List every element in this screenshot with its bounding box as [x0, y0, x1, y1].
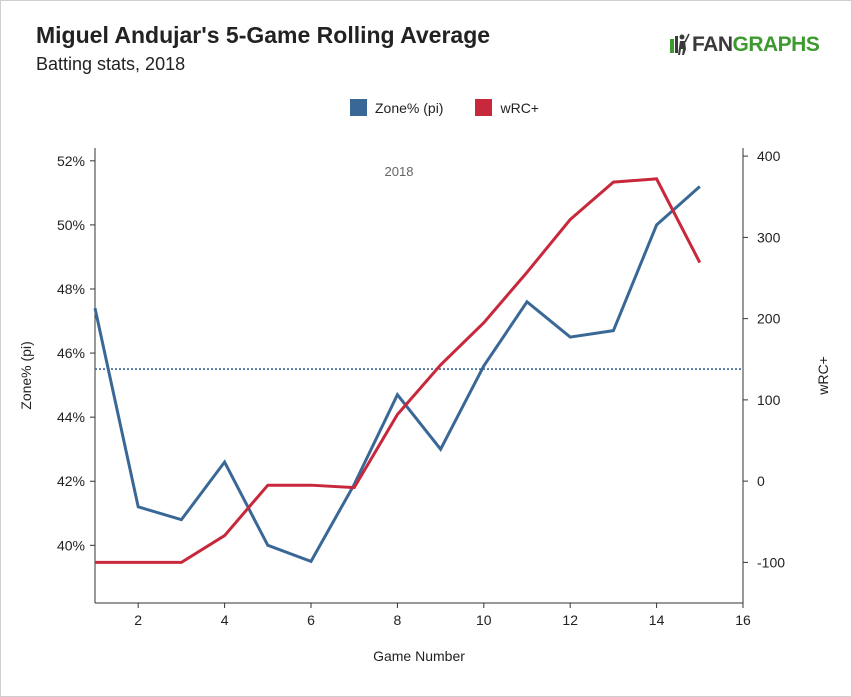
logo-fan-text: FAN [692, 33, 733, 56]
legend-label-zone: Zone% (pi) [375, 99, 444, 116]
x-tick-label: 2 [134, 612, 142, 628]
y-left-tick-label: 50% [57, 217, 85, 233]
logo-graphs-text: GRAPHS [732, 33, 820, 56]
year-annotation: 2018 [385, 164, 414, 179]
legend-swatch-wrc [475, 99, 493, 116]
y-left-tick-label: 44% [57, 409, 85, 425]
x-tick-label: 10 [476, 612, 492, 628]
tick-labels: 2 4 6 8 10 12 14 16 40% 42% 44% 46% 48% 50% 52% -100 0 10… [57, 148, 785, 628]
legend-label-wrc: wRC+ [500, 99, 539, 116]
y-right-tick-label: 100 [757, 392, 781, 408]
y-axis-left-label: Zone% (pi) [18, 341, 34, 409]
y-left-tick-label: 42% [57, 473, 85, 489]
legend-item-zone: Zone% (pi) [350, 99, 443, 116]
x-tick-label: 16 [735, 612, 751, 628]
x-tick-label: 12 [562, 612, 578, 628]
y-left-tick-label: 52% [57, 153, 85, 169]
x-tick-label: 14 [649, 612, 665, 628]
legend-swatch-zone [350, 99, 367, 116]
x-tick-label: 6 [307, 612, 315, 628]
y-right-tick-label: 200 [757, 311, 781, 327]
series-lines [93, 177, 702, 564]
x-axis-label: Game Number [373, 648, 465, 664]
fangraphs-logo: FANGRAPHS [668, 32, 820, 58]
y-axis-right-label: wRC+ [815, 356, 831, 396]
y-right-tick-label: 400 [757, 148, 781, 164]
x-tick-label: 4 [221, 612, 229, 628]
chart-title: Miguel Andujar's 5-Game Rolling Average [36, 22, 491, 48]
y-left-tick-label: 46% [57, 345, 85, 361]
chart-legend: Zone% (pi) wRC+ [350, 99, 571, 116]
legend-item-wrc: wRC+ [475, 99, 539, 116]
y-left-tick-label: 48% [57, 281, 85, 297]
x-tick-label: 8 [394, 612, 402, 628]
batter-icon [670, 33, 690, 55]
axes [90, 148, 748, 608]
y-right-tick-label: 0 [757, 473, 765, 489]
y-left-tick-label: 40% [57, 537, 85, 553]
y-right-tick-label: -100 [757, 554, 785, 570]
y-right-tick-label: 300 [757, 229, 781, 245]
series-line-wrc [95, 177, 702, 564]
chart-subtitle: Batting stats, 2018 [36, 54, 186, 74]
series-line-zone [93, 185, 701, 564]
